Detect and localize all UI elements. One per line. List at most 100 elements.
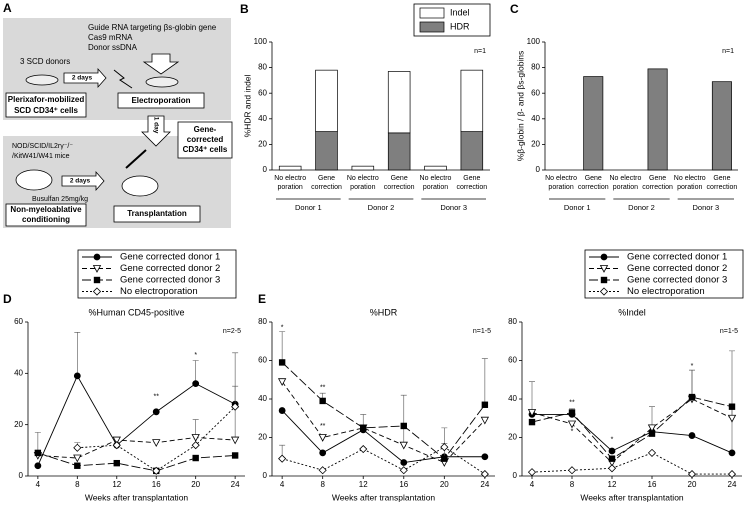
chart-title: %Indel xyxy=(618,307,646,317)
series-line xyxy=(37,452,236,472)
mice: /KitW41/W41 mice xyxy=(12,153,70,160)
marker xyxy=(112,436,121,445)
marker xyxy=(152,408,160,416)
annotation: * xyxy=(691,363,694,370)
annotation: * xyxy=(571,429,574,436)
marker xyxy=(359,444,368,454)
y-tick-label: 0 xyxy=(513,471,518,480)
series-line xyxy=(282,446,486,475)
panel-label: A xyxy=(3,1,12,15)
legend-label: No electroporation xyxy=(627,286,705,297)
marker xyxy=(727,470,737,479)
y-tick-label: 40 xyxy=(258,394,267,403)
x-tick-label: correction xyxy=(642,184,673,191)
y-tick-label: 60 xyxy=(14,317,23,326)
label-box xyxy=(117,92,205,109)
series-line xyxy=(531,396,733,460)
input: Cas9 mRNA xyxy=(88,33,133,42)
marker xyxy=(93,253,101,261)
error-bar xyxy=(34,432,41,453)
marker xyxy=(231,452,239,459)
y-axis-label: %β-globin / β- and βs-globins xyxy=(515,51,525,162)
corrected: corrected xyxy=(187,135,224,144)
marker xyxy=(360,424,367,432)
lightning xyxy=(113,69,133,89)
y-tick-label: 0 xyxy=(263,165,268,174)
marker xyxy=(528,418,536,426)
y-tick-label: 0 xyxy=(19,471,24,480)
syringe xyxy=(125,149,147,169)
x-axis-label: Weeks after transplantation xyxy=(332,492,436,502)
marker xyxy=(600,253,608,261)
x-tick-label: poration xyxy=(548,184,573,191)
group-label: Donor 1 xyxy=(295,203,322,212)
label-box xyxy=(113,205,201,223)
y-tick-label: 60 xyxy=(531,88,540,97)
marker xyxy=(230,436,240,445)
x-axis-label: Weeks after transplantation xyxy=(580,492,684,502)
error-bar xyxy=(279,331,286,363)
delay: 2 days xyxy=(70,178,91,185)
delay: 1 day xyxy=(152,117,159,134)
annotation: * xyxy=(611,436,614,443)
error-bar xyxy=(400,394,407,446)
group-label: Donor 3 xyxy=(440,203,467,212)
series-line xyxy=(531,398,733,464)
marker xyxy=(73,443,82,452)
marker xyxy=(319,397,326,405)
y-tick-label: 40 xyxy=(258,114,267,123)
x-tick-label: 16 xyxy=(648,480,657,489)
bar xyxy=(315,69,338,132)
marker xyxy=(319,449,327,457)
marker xyxy=(92,265,102,273)
conditioning: conditioning xyxy=(22,215,70,224)
bar xyxy=(647,68,668,171)
y-tick-label: 40 xyxy=(531,114,540,123)
bar xyxy=(460,131,484,171)
error-bar xyxy=(74,331,81,376)
marker xyxy=(191,434,200,442)
input: Donor ssDNA xyxy=(88,43,138,52)
legend-label: Indel xyxy=(450,7,470,17)
annotation: ** xyxy=(320,384,326,391)
busulfan: Busulfan 25mg/kg xyxy=(32,196,88,203)
x-tick-label: Gene xyxy=(649,175,666,182)
x-tick-label: correction xyxy=(578,184,609,191)
bar xyxy=(315,131,338,171)
error-bar xyxy=(232,385,239,441)
x-tick-label: poration xyxy=(423,184,448,191)
x-tick-label: Gene xyxy=(585,175,602,182)
bar xyxy=(711,81,732,171)
series-line xyxy=(281,410,485,463)
marker xyxy=(278,359,286,366)
legend-box xyxy=(584,249,744,299)
mouse xyxy=(15,169,53,191)
legend-label: Gene corrected donor 2 xyxy=(120,263,220,274)
series-line xyxy=(532,413,733,454)
bar xyxy=(278,165,302,171)
bar xyxy=(583,76,604,171)
delay: 2 days xyxy=(72,75,93,82)
marker xyxy=(727,414,737,423)
error-bar xyxy=(529,381,535,415)
marker xyxy=(400,459,408,466)
arrow xyxy=(63,67,107,89)
marker xyxy=(480,416,490,425)
marker xyxy=(608,447,616,455)
marker xyxy=(152,439,161,447)
y-tick-label: 0 xyxy=(263,471,268,480)
marker xyxy=(688,393,696,401)
transplantation: Transplantation xyxy=(127,209,187,218)
y-tick-label: 20 xyxy=(531,140,540,149)
marker xyxy=(481,401,489,408)
chart-title: %HDR xyxy=(370,307,398,317)
x-tick-label: 12 xyxy=(608,480,617,489)
x-tick-label: No electro xyxy=(609,175,641,182)
panel-label: D xyxy=(3,292,12,306)
marker xyxy=(318,466,327,475)
error-bar xyxy=(481,358,488,405)
marker xyxy=(73,454,82,463)
x-tick-label: poration xyxy=(278,184,303,191)
x-tick-label: No electro xyxy=(347,175,379,182)
legend-label: Gene corrected donor 2 xyxy=(627,263,727,274)
